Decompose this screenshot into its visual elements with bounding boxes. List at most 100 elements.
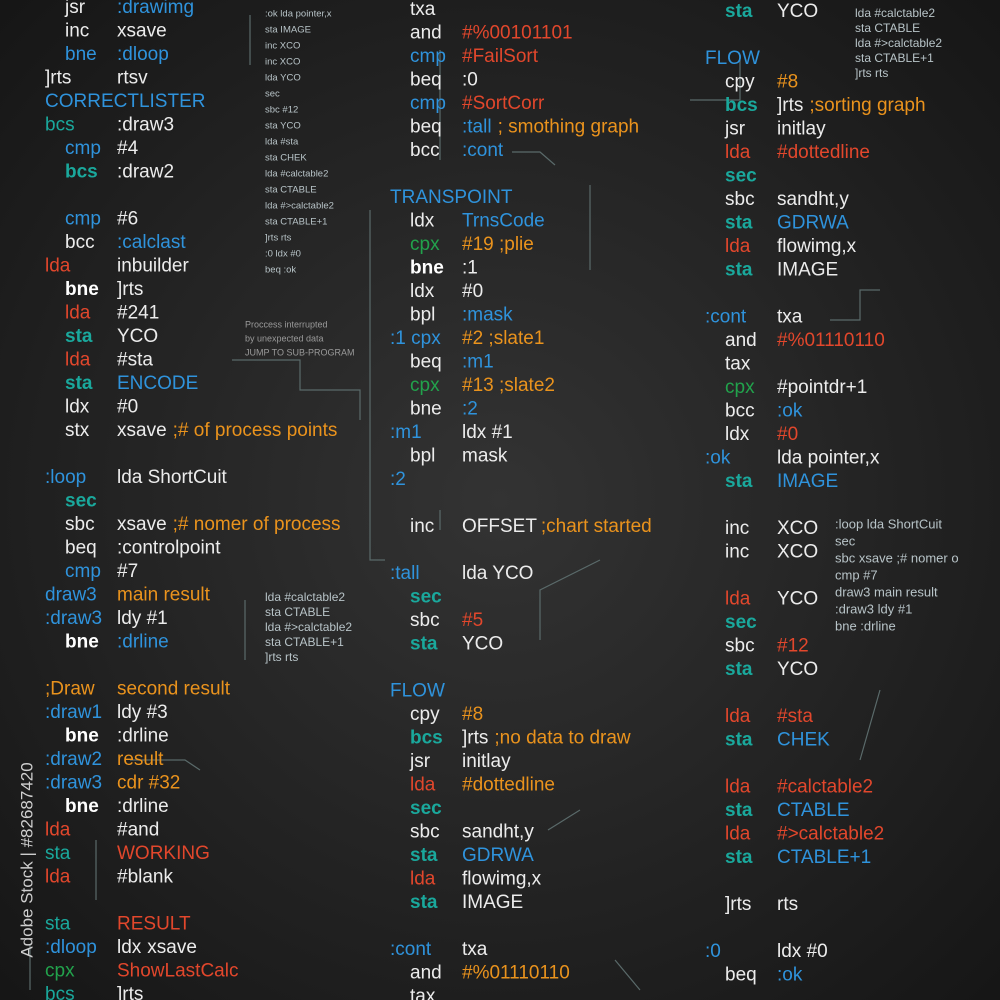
code-operand: rts (777, 894, 798, 915)
code-line: :loop lda ShortCuit (45, 467, 228, 488)
code-operand: xsave (117, 21, 167, 42)
code-operand: CTABLE+1 (777, 847, 871, 868)
code-operand: #pointdr+1 (777, 377, 867, 398)
code-opcode: lda (65, 350, 91, 371)
code-operand: ldy #3 (117, 702, 168, 723)
code-line: cmp #FailSort (410, 46, 539, 67)
code-operand: initlay (777, 119, 826, 140)
panel-line: :draw3 ldy #1 (835, 601, 912, 616)
code-operand: XCO (777, 518, 818, 539)
connector (232, 15, 441, 561)
code-line: ldx #0 (65, 397, 138, 418)
code-operand: YCO (777, 589, 818, 610)
code-label: :cont (390, 939, 432, 960)
code-operand: ShowLastCalc (117, 961, 238, 982)
code-label: ;Draw (45, 679, 95, 700)
code-line: lda flowimg,x (725, 236, 857, 257)
code-opcode: cmp (65, 209, 101, 230)
code-line: :draw3 cdr #32 (45, 773, 180, 794)
connector (512, 60, 880, 321)
code-comment: ;sorting graph (809, 95, 925, 116)
code-label: :1 cpx (390, 328, 441, 349)
code-label: lda (45, 820, 71, 841)
code-operand: lda YCO (462, 563, 533, 584)
code-line: sta YCO (725, 659, 818, 680)
code-line: ldx #0 (725, 424, 798, 445)
panel-line: lda YCO (265, 73, 301, 84)
code-operand: #12 (777, 636, 809, 657)
code-operand: GDRWA (462, 845, 534, 866)
code-label: sta (45, 843, 71, 864)
code-line: cpx #19 ;plie (410, 234, 534, 255)
code-comment: ; smothing graph (498, 117, 640, 138)
code-line: bcs:draw3 (45, 115, 174, 136)
code-opcode: lda (410, 775, 436, 796)
code-line: lda YCO (725, 589, 818, 610)
code-comment: ;# nomer of process (173, 514, 341, 535)
code-line: FLOW (390, 681, 445, 702)
code-line: :dloop ldx xsave (45, 937, 197, 958)
code-line: bcs]rts (45, 984, 143, 1000)
code-opcode: bne (65, 796, 99, 817)
code-operand: inbuilder (117, 256, 189, 277)
code-line: lda #241 (65, 303, 159, 324)
code-line: sta IMAGE (725, 260, 838, 281)
code-line: lda #dottedline (410, 775, 555, 796)
code-line: ]rts rts (725, 894, 798, 915)
code-line: lda flowimg,x (410, 869, 542, 890)
code-comment: ;chart started (541, 516, 652, 537)
panel-line: sta CTABLE (855, 21, 920, 35)
code-line: :tall lda YCO (390, 563, 533, 584)
code-opcode: cpx (725, 377, 755, 398)
code-operand: #0 (117, 397, 138, 418)
code-line: sbc xsave ;# nomer of process (65, 514, 341, 535)
code-opcode: stx (65, 420, 90, 441)
code-line: bcc:ok (725, 401, 803, 422)
code-operand: :m1 (462, 352, 494, 373)
panel-line: ]rts rts (855, 66, 888, 80)
code-operand: txa (462, 939, 488, 960)
code-label: :draw3 (45, 773, 102, 794)
code-operand: YCO (462, 634, 503, 655)
code-line: and #%01110110 (410, 963, 570, 984)
code-line: bcs]rts ;sorting graph (725, 95, 926, 116)
code-operand: IMAGE (462, 892, 523, 913)
code-operand: xsave (117, 420, 167, 441)
code-line: :draw3 ldy #1 (45, 608, 168, 629)
code-label: FLOW (705, 48, 760, 69)
code-line: inc XCO (725, 518, 818, 539)
code-opcode: beq (725, 965, 757, 986)
code-opcode: sbc (410, 610, 440, 631)
code-operand: ldy #1 (117, 608, 168, 629)
code-operand: #6 (117, 209, 138, 230)
code-label: :tall (390, 563, 420, 584)
code-line: txa (410, 0, 436, 20)
panel-line: lda #calctable2 (265, 169, 328, 180)
code-operand: txa (777, 307, 803, 328)
code-opcode: tax (410, 986, 436, 1000)
code-operand: :cont (462, 140, 504, 161)
code-operand: ldx #1 (462, 422, 513, 443)
connector (130, 559, 881, 991)
panel-line: sta YCO (265, 121, 301, 132)
code-operand: initlay (462, 751, 511, 772)
code-operand: main result (117, 585, 211, 606)
code-operand: :calclast (117, 232, 186, 253)
code-operand: TrnsCode (462, 211, 545, 232)
panel-line: :ok lda pointer,x (265, 9, 332, 20)
code-line: draw3 main result (45, 585, 211, 606)
code-line: :m1 ldx #1 (390, 422, 513, 443)
code-operand: :draw3 (117, 115, 174, 136)
panel-line: sta CTABLE (265, 185, 317, 196)
code-line: and #%00101101 (410, 23, 573, 44)
code-operand: flowimg,x (777, 236, 857, 257)
code-line: lda #calctable2 (725, 777, 873, 798)
code-line: inc OFFSET ;chart started (410, 516, 652, 537)
code-operand: WORKING (117, 843, 210, 864)
code-line: inc xsave (65, 21, 167, 42)
code-line: cmp #SortCorr (410, 93, 545, 114)
code-operand: #SortCorr (462, 93, 545, 114)
code-line: bne:1 (410, 258, 478, 279)
code-opcode: inc (410, 516, 434, 537)
code-operand: sandht,y (462, 822, 534, 843)
